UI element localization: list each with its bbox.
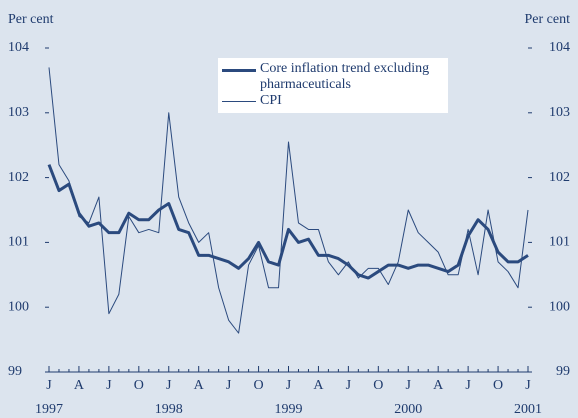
year-label: 1997 <box>35 402 63 417</box>
y2-tick-label: 99 <box>556 364 570 379</box>
x-tick-label: J <box>346 378 352 393</box>
y2-axis-label: Per cent <box>525 12 571 27</box>
y-axis-label: Per cent <box>8 12 54 27</box>
x-tick-label: A <box>194 378 205 393</box>
y2-tick-label: 103 <box>549 105 570 120</box>
y2-tick-label: 100 <box>549 299 570 314</box>
legend-swatch <box>222 69 256 72</box>
y-tick-label: 99 <box>8 364 22 379</box>
legend-entry: Core inflation trend excluding pharmaceu… <box>222 61 444 93</box>
year-label: 2001 <box>514 402 542 417</box>
year-label: 1998 <box>155 402 183 417</box>
legend-label: Core inflation trend excluding pharmaceu… <box>260 61 430 92</box>
x-tick-label: O <box>373 378 383 393</box>
legend-label: CPI <box>260 93 282 108</box>
x-tick-label: J <box>465 378 471 393</box>
x-tick-label: J <box>525 378 531 393</box>
y-tick-label: 100 <box>8 299 29 314</box>
x-tick-label: A <box>74 378 85 393</box>
legend: Core inflation trend excluding pharmaceu… <box>218 58 448 113</box>
x-tick-label: J <box>406 378 412 393</box>
y-tick-label: 104 <box>8 40 29 55</box>
y-tick-label: 102 <box>8 170 29 185</box>
x-tick-label: A <box>313 378 324 393</box>
year-label: 1999 <box>275 402 303 417</box>
legend-entry: CPI <box>222 93 444 109</box>
x-tick-label: O <box>134 378 144 393</box>
y2-tick-label: 104 <box>549 40 570 55</box>
y2-tick-label: 101 <box>549 235 570 250</box>
legend-swatch <box>222 101 256 102</box>
y2-tick-label: 102 <box>549 170 570 185</box>
x-tick-label: O <box>493 378 503 393</box>
year-label: 2000 <box>394 402 422 417</box>
x-tick-label: J <box>286 378 292 393</box>
x-tick-label: J <box>106 378 112 393</box>
y-tick-label: 103 <box>8 105 29 120</box>
x-tick-label: J <box>166 378 172 393</box>
x-tick-label: J <box>46 378 52 393</box>
series-line <box>47 164 529 280</box>
x-tick-label: O <box>254 378 264 393</box>
y-tick-label: 101 <box>8 235 29 250</box>
x-tick-label: J <box>226 378 232 393</box>
x-tick-label: A <box>433 378 444 393</box>
